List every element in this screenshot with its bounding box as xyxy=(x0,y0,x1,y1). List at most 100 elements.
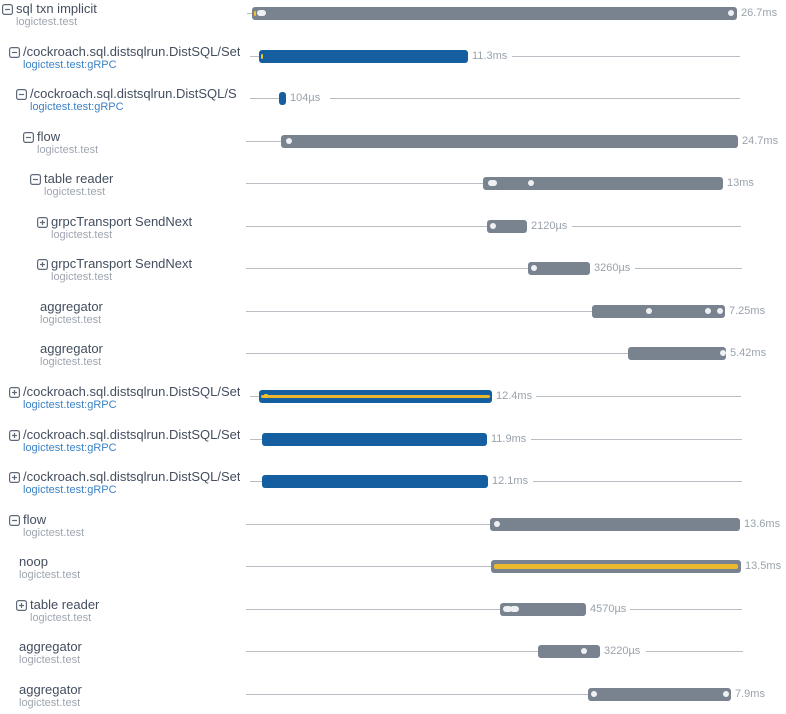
span-texts: /cockroach.sql.distsqlrun.DistSQL/Set log… xyxy=(23,469,240,496)
span-label-block: /cockroach.sql.distsqlrun.DistSQL/Set log… xyxy=(0,469,259,496)
trace-extent-line xyxy=(250,439,262,440)
span-subtitle: logictest.test xyxy=(51,229,113,241)
span-bar[interactable] xyxy=(483,177,723,190)
event-dot xyxy=(528,180,534,186)
collapse-icon[interactable] xyxy=(2,4,13,15)
trace-extent-line xyxy=(247,13,252,14)
span-bar[interactable] xyxy=(588,688,731,701)
span-row[interactable]: aggregator logictest.test 5.42ms xyxy=(0,341,786,383)
span-title: noop xyxy=(19,554,48,569)
span-row[interactable]: grpcTransport SendNext logictest.test 3260… xyxy=(0,256,786,298)
span-row[interactable]: flow logictest.test 13.6ms xyxy=(0,512,786,554)
collapse-icon[interactable] xyxy=(16,89,27,100)
duration-label: 24.7ms xyxy=(742,135,779,147)
span-title: /cockroach.sql.distsqlrun.DistSQL/S xyxy=(30,86,237,101)
span-subtitle-link[interactable]: logictest.test:gRPC xyxy=(23,442,117,454)
trace-extent-line xyxy=(246,651,538,652)
duration-label: 13.6ms xyxy=(744,518,781,530)
event-dot xyxy=(488,180,497,186)
event-dot xyxy=(717,308,723,314)
span-row[interactable]: noop logictest.test 13.5ms xyxy=(0,554,786,596)
span-bar[interactable] xyxy=(262,433,487,446)
trace-extent-line xyxy=(250,98,279,99)
span-bar[interactable] xyxy=(259,390,492,403)
span-label-block: aggregator logictest.test xyxy=(0,341,290,368)
duration-label: 2120µs xyxy=(531,220,568,232)
span-row[interactable]: grpcTransport SendNext logictest.test 2120… xyxy=(0,214,786,256)
span-row[interactable]: /cockroach.sql.distsqlrun.DistSQL/Set log… xyxy=(0,384,786,426)
collapse-icon[interactable] xyxy=(23,132,34,143)
span-title: flow xyxy=(23,512,47,527)
span-label-block: table reader logictest.test xyxy=(0,597,266,624)
event-dot xyxy=(728,10,734,16)
span-row[interactable]: /cockroach.sql.distsqlrun.DistSQL/Set log… xyxy=(0,469,786,511)
span-bar[interactable] xyxy=(262,475,488,488)
span-bar[interactable] xyxy=(528,262,590,275)
event-dot xyxy=(503,606,512,612)
span-subtitle: logictest.test xyxy=(23,527,85,539)
span-subtitle: logictest.test xyxy=(44,186,106,198)
trace-extent-line xyxy=(250,481,262,482)
expand-icon[interactable] xyxy=(37,217,48,228)
span-subtitle-link[interactable]: logictest.test:gRPC xyxy=(23,484,117,496)
event-dot xyxy=(510,606,519,612)
trace-extent-line xyxy=(246,226,487,227)
expand-icon[interactable] xyxy=(16,600,27,611)
trace-extent-line xyxy=(246,311,592,312)
expand-icon[interactable] xyxy=(37,259,48,270)
event-dot xyxy=(705,308,711,314)
span-bar[interactable] xyxy=(538,645,600,658)
span-subtitle-link[interactable]: logictest.test:gRPC xyxy=(23,399,117,411)
span-title: /cockroach.sql.distsqlrun.DistSQL/Set xyxy=(23,469,241,484)
span-label-block: flow logictest.test xyxy=(0,129,273,156)
span-subtitle-link[interactable]: logictest.test:gRPC xyxy=(30,101,124,113)
span-bar[interactable] xyxy=(592,305,725,318)
span-bar[interactable] xyxy=(500,603,586,616)
span-row[interactable]: flow logictest.test 24.7ms xyxy=(0,129,786,171)
span-row[interactable]: table reader logictest.test 13ms xyxy=(0,171,786,213)
span-bar[interactable] xyxy=(279,92,286,105)
event-dot xyxy=(720,350,726,356)
trace-extent-line xyxy=(533,481,742,482)
span-row[interactable]: /cockroach.sql.distsqlrun.DistSQL/S logic… xyxy=(0,86,786,128)
duration-label: 11.3ms xyxy=(472,50,508,62)
span-texts: grpcTransport SendNext logictest.test xyxy=(51,256,192,283)
span-subtitle: logictest.test xyxy=(19,697,81,709)
span-bar[interactable] xyxy=(259,50,468,63)
span-bar[interactable] xyxy=(490,518,740,531)
span-row[interactable]: aggregator logictest.test 7.9ms xyxy=(0,682,786,714)
span-texts: aggregator logictest.test xyxy=(40,341,103,368)
collapse-icon[interactable] xyxy=(9,515,20,526)
span-row[interactable]: aggregator logictest.test 3220µs xyxy=(0,639,786,681)
expand-icon[interactable] xyxy=(9,472,20,483)
span-title: aggregator xyxy=(40,341,103,356)
span-label-block: /cockroach.sql.distsqlrun.DistSQL/S logic… xyxy=(0,86,266,113)
span-row[interactable]: /cockroach.sql.distsqlrun.DistSQL/Set log… xyxy=(0,427,786,469)
event-dot xyxy=(723,691,729,697)
collapse-icon[interactable] xyxy=(30,174,41,185)
expand-icon[interactable] xyxy=(9,430,20,441)
span-title: /cockroach.sql.distsqlrun.DistSQL/Set xyxy=(23,427,241,442)
span-subtitle-link[interactable]: logictest.test:gRPC xyxy=(23,59,117,71)
span-subtitle: logictest.test xyxy=(40,356,102,368)
span-row[interactable]: aggregator logictest.test 7.25ms xyxy=(0,299,786,341)
span-row[interactable]: sql txn implicit logictest.test 26.7ms xyxy=(0,1,786,43)
collapse-icon[interactable] xyxy=(9,47,20,58)
span-texts: flow logictest.test xyxy=(37,129,98,156)
span-bar[interactable] xyxy=(628,347,726,360)
event-dot xyxy=(591,691,597,697)
duration-label: 104µs xyxy=(290,92,321,104)
duration-label: 26.7ms xyxy=(741,7,778,19)
expand-icon[interactable] xyxy=(9,387,20,398)
trace-extent-line xyxy=(531,439,742,440)
span-bar[interactable] xyxy=(491,560,741,573)
trace-extent-line xyxy=(246,524,490,525)
span-row[interactable]: /cockroach.sql.distsqlrun.DistSQL/Set log… xyxy=(0,44,786,86)
span-bar[interactable] xyxy=(252,7,737,20)
trace-extent-line xyxy=(635,268,742,269)
span-subtitle: logictest.test xyxy=(51,271,113,283)
span-row[interactable]: table reader logictest.test 4570µs xyxy=(0,597,786,639)
span-bar[interactable] xyxy=(281,135,738,148)
event-dot xyxy=(494,521,500,527)
span-bar[interactable] xyxy=(487,220,527,233)
